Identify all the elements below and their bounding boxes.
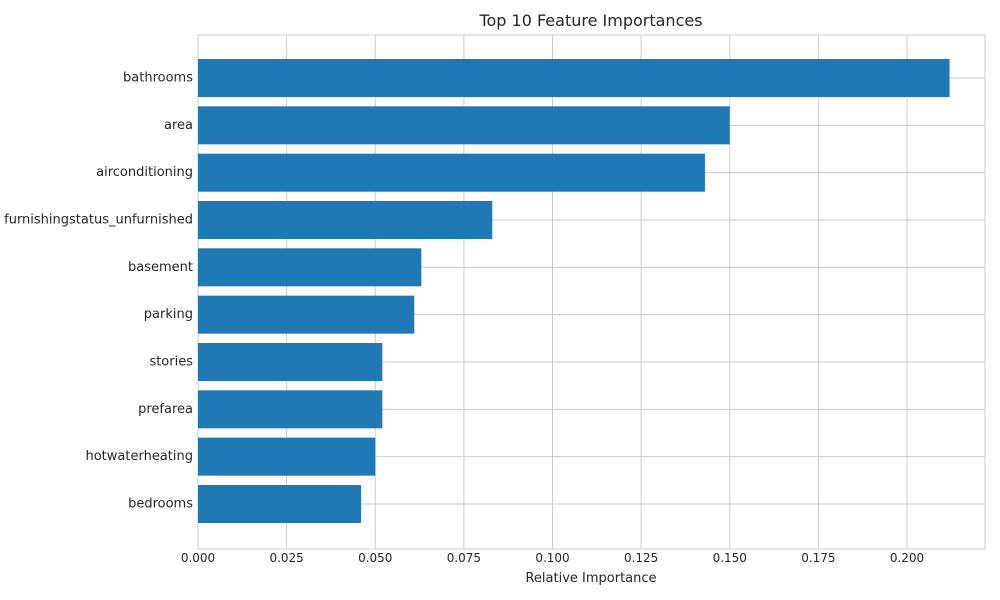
y-tick-label: parking — [144, 307, 193, 322]
y-tick-label: prefarea — [138, 402, 193, 417]
y-tick-label: airconditioning — [96, 165, 193, 180]
x-tick-label: 0.075 — [447, 551, 481, 565]
y-tick-label: basement — [128, 260, 193, 275]
bar-basement — [198, 248, 422, 287]
x-tick-label: 0.150 — [713, 551, 747, 565]
bar-parking — [198, 295, 415, 334]
x-axis-label: Relative Importance — [525, 571, 656, 586]
bar-bathrooms — [198, 59, 950, 97]
bar-area — [198, 106, 730, 145]
bar-hotwaterheating — [198, 437, 376, 476]
bar-stories — [198, 343, 383, 381]
y-tick-label: bathrooms — [123, 71, 193, 86]
y-tick-label: hotwaterheating — [85, 449, 193, 464]
bars-layer — [198, 59, 950, 523]
x-tick-label: 0.050 — [358, 551, 392, 565]
y-tick-label: bedrooms — [128, 497, 193, 512]
bar-furnishingstatus-unfurnished — [198, 201, 493, 239]
chart-title: Top 10 Feature Importances — [478, 11, 702, 30]
x-tick-label: 0.125 — [624, 551, 658, 565]
bar-bedrooms — [198, 485, 362, 523]
y-tick-label: area — [164, 118, 193, 133]
x-tick-label: 0.025 — [269, 551, 303, 565]
bar-prefarea — [198, 390, 383, 429]
x-tick-label: 0.000 — [181, 551, 215, 565]
y-tick-labels: bathrooms area airconditioning furnishingst… — [4, 71, 193, 512]
x-tick-labels: 0.000 0.025 0.050 0.075 0.100 0.125 0.150 0.175… — [181, 551, 924, 565]
bar-airconditioning — [198, 153, 705, 192]
x-tick-label: 0.200 — [890, 551, 924, 565]
x-tick-label: 0.100 — [535, 551, 569, 565]
y-tick-label: furnishingstatus_unfurnished — [4, 213, 193, 228]
y-tick-label: stories — [149, 355, 193, 370]
x-tick-label: 0.175 — [801, 551, 835, 565]
